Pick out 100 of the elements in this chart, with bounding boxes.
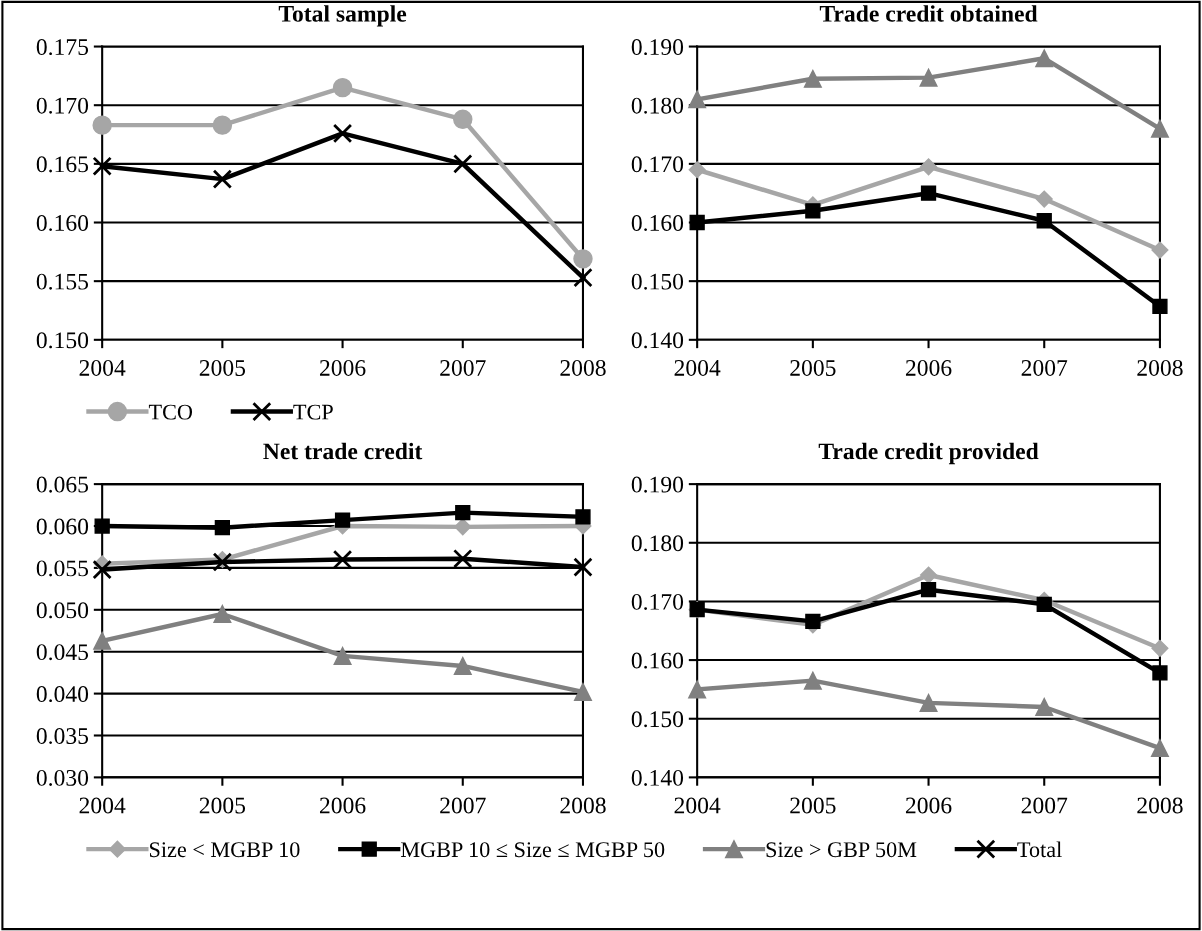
point [1150,739,1169,758]
y-tick-label: 0.060 [36,518,89,535]
point [803,69,822,88]
point [92,115,112,135]
x-tick-label: 2008 [1137,797,1183,814]
legend-label: TCP [293,404,333,420]
x-tick-label: 2006 [320,359,366,376]
y-tick-label: 0.170 [36,97,89,114]
y-tick-label: 0.150 [631,273,684,290]
point [332,77,353,98]
point [1036,596,1052,612]
y-tick-label: 0.055 [36,560,89,577]
point [689,214,705,231]
legend-label: TCO [148,404,193,420]
point [919,693,938,712]
x-tick-label: 2007 [1021,797,1068,814]
point [920,582,937,598]
point [919,566,938,584]
chart-title: Total sample [278,5,407,27]
x-tick-label: 2005 [199,359,246,376]
point [1035,190,1053,208]
y-tick-label: 0.170 [631,156,684,173]
x-tick-label: 2004 [674,797,721,814]
point [1035,697,1054,717]
x-tick-label: 2005 [790,359,836,376]
legend-label: Total [1017,841,1062,858]
chart-title: Net trade credit [263,442,423,460]
y-tick-label: 0.190 [631,39,684,56]
point [214,520,231,536]
point [93,631,112,650]
point [805,203,821,219]
point [688,90,707,109]
y-tick-label: 0.040 [36,686,89,703]
point [573,682,592,701]
point [919,68,938,87]
point [212,169,233,189]
point [213,604,232,624]
point [575,509,591,525]
point [453,656,472,675]
x-tick-label: 2007 [1021,359,1068,376]
y-tick-label: 0.150 [631,711,684,728]
point [1152,298,1168,315]
y-tick-label: 0.045 [36,644,89,661]
legend-label: Size > GBP 50M [766,842,917,858]
point [333,646,352,665]
y-tick-label: 0.180 [631,535,684,552]
x-tick-label: 2004 [79,359,126,376]
legend-label: MGBP 10 ≤ Size ≤ MGBP 50 [400,842,665,858]
point [919,158,938,176]
y-tick-label: 0.160 [631,215,684,232]
y-tick-label: 0.170 [631,593,684,610]
y-tick-label: 0.160 [631,652,684,669]
point [573,249,593,269]
x-tick-label: 2004 [674,359,721,376]
x-tick-label: 2006 [905,797,952,814]
point [1152,665,1168,681]
x-tick-label: 2005 [790,797,836,814]
point [1151,639,1169,657]
legend-label: Size < MGBP 10 [150,842,300,858]
y-tick-label: 0.035 [36,727,89,745]
x-tick-label: 2006 [905,359,952,376]
y-tick-label: 0.150 [36,332,89,349]
point [1036,213,1052,229]
y-tick-label: 0.050 [36,602,89,619]
point [688,680,707,699]
y-tick-label: 0.190 [631,476,684,493]
point [1035,49,1054,68]
point [455,504,471,521]
point [92,559,112,580]
x-tick-label: 2008 [560,359,606,376]
point [334,512,351,528]
y-tick-label: 0.165 [36,156,89,173]
y-tick-label: 0.175 [36,39,89,56]
point [920,185,937,201]
point [332,123,353,144]
point [212,115,233,135]
point [454,518,472,536]
point [805,613,821,630]
x-tick-label: 2004 [79,797,126,814]
point [573,267,593,288]
point [1150,119,1169,138]
y-tick-label: 0.155 [36,273,89,290]
x-tick-label: 2008 [1137,359,1183,376]
x-tick-label: 2006 [320,797,366,814]
point [803,671,822,690]
point [688,161,706,179]
y-tick-label: 0.030 [36,769,89,786]
point [1151,241,1169,259]
chart-title: Trade credit obtained [819,5,1038,22]
y-tick-label: 0.180 [631,97,684,114]
x-tick-label: 2005 [199,797,246,814]
y-tick-label: 0.065 [36,476,89,493]
point [92,156,112,176]
y-tick-label: 0.160 [36,215,89,232]
chart-title: Trade credit provided [818,442,1039,465]
point [573,557,593,577]
point [453,548,473,569]
y-tick-label: 0.140 [631,332,684,349]
x-tick-label: 2007 [440,797,486,814]
point [453,109,473,130]
